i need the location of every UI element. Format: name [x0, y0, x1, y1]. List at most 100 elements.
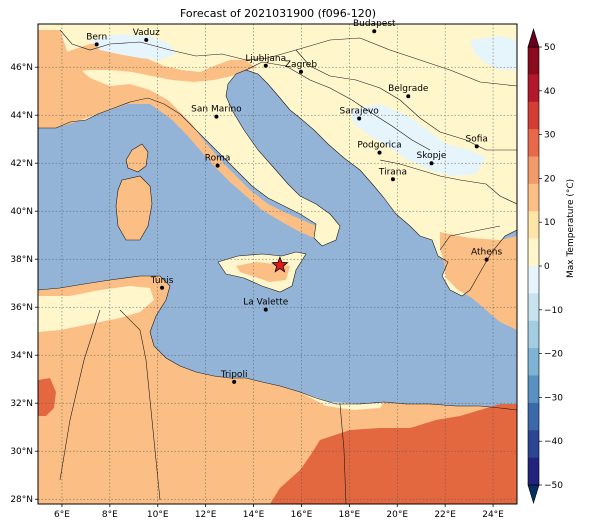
city-label: Tirana: [378, 167, 407, 177]
city-label: Roma: [205, 154, 231, 164]
city-label: Ljubljana: [245, 54, 286, 64]
city-label: Sarajevo: [340, 107, 380, 117]
lon-tick-label: 10°E: [147, 510, 169, 520]
city-dot: [214, 114, 219, 119]
colorbar-band: [528, 402, 539, 431]
lon-tick-label: 18°E: [339, 510, 361, 520]
colorbar-tick-label: 10: [544, 218, 556, 228]
lon-tick-label: 6°E: [54, 510, 70, 520]
city-dot: [390, 177, 395, 182]
city-label: Podgorica: [357, 141, 401, 151]
lon-tick-label: 14°E: [243, 510, 265, 520]
star-marker: [271, 256, 289, 273]
city-label: Sofia: [466, 134, 488, 144]
colorbar-tick-label: 30: [544, 131, 556, 141]
warm-band-balkan: [440, 232, 517, 330]
city-dot: [377, 150, 382, 155]
lon-tick-label: 16°E: [291, 510, 313, 520]
lon-tick-label: 24°E: [482, 510, 504, 520]
city-label: Tripoli: [220, 370, 248, 380]
city-label: Vaduz: [133, 28, 160, 38]
colorbar-band: [528, 129, 539, 157]
lat-tick-label: 28°N: [10, 495, 33, 505]
city-dot: [160, 285, 165, 290]
graticule: [38, 24, 517, 504]
africa-mild-band: [38, 286, 154, 332]
city-dot: [429, 161, 434, 166]
colorbar-band: [528, 47, 539, 75]
lat-tick-label: 34°N: [10, 351, 33, 361]
lat-tick-label: 36°N: [10, 303, 33, 313]
colorbar-tick-label: −50: [544, 481, 563, 491]
sardinia: [116, 176, 152, 240]
city-label: La Valette: [243, 298, 288, 308]
colorbar-band: [528, 101, 539, 130]
city-dot: [484, 257, 489, 262]
city-label: San Marino: [191, 105, 242, 115]
city-dot: [263, 307, 268, 312]
libya-coast-mild: [300, 392, 384, 410]
lat-tick-label: 32°N: [10, 399, 33, 409]
city-label: Skopje: [417, 151, 447, 161]
lat-tick-label: 44°N: [10, 111, 33, 121]
colorbar-band: [528, 375, 539, 404]
colorbar-band: [528, 156, 539, 185]
lat-tick-label: 42°N: [10, 159, 33, 169]
lat-tick-label: 40°N: [10, 207, 33, 217]
cool-patch-balkan: [350, 104, 486, 176]
city-dot: [474, 144, 479, 149]
borders: [38, 29, 517, 504]
colorbar-band: [528, 457, 539, 486]
city-dot: [232, 379, 237, 384]
colorbar-band: [528, 238, 539, 267]
lon-tick-label: 8°E: [102, 510, 118, 520]
city-label: Budapest: [353, 19, 396, 29]
africa-hot-south: [270, 404, 517, 504]
map-frame: [37, 23, 518, 505]
colorbar-top-arrow: [527, 27, 540, 48]
colorbar-tick-label: −20: [544, 350, 563, 360]
city-dot: [357, 116, 362, 121]
city-label: Tunis: [150, 276, 174, 286]
lon-tick-label: 22°E: [434, 510, 456, 520]
lat-tick-label: 38°N: [10, 255, 33, 265]
city-dot: [406, 94, 411, 99]
lon-tick-label: 12°E: [195, 510, 217, 520]
cool-patch-east: [470, 36, 517, 70]
colorbar-label: Max Temperature (°C): [566, 178, 576, 278]
map-title: Forecast of 2021031900 (f096-120): [179, 7, 377, 20]
city-dot: [215, 163, 220, 168]
city-dot: [263, 63, 268, 68]
colorbar: 50 40 30 20 10 0 −10 −20 −30 −40 −50: [527, 27, 563, 505]
colorbar-tick-label: 40: [544, 87, 556, 97]
colorbar-band: [528, 211, 539, 240]
colorbar-band: [528, 348, 539, 376]
axes: 6°E 8°E 10°E 12°E 14°E 16°E 18°E 20°E 22°E 24°E 28…: [10, 63, 504, 520]
warm-band-central: [38, 44, 256, 82]
warm-band-west: [38, 30, 316, 238]
city-dot: [372, 29, 377, 34]
lat-tick-label: 46°N: [10, 63, 33, 73]
colorbar-tick-label: 50: [544, 43, 556, 53]
africa-hot-west: [38, 378, 56, 416]
colorbar-tick-label: −40: [544, 437, 563, 447]
colorbar-band: [528, 183, 539, 212]
colorbar-tick-label: 0: [544, 262, 550, 272]
colorbar-bottom-arrow: [527, 484, 540, 505]
city-label: Zagreb: [285, 60, 317, 70]
marker-layer: [271, 256, 289, 273]
city-dot: [94, 42, 99, 47]
colorbar-band: [528, 266, 539, 294]
colorbar-tick-label: 20: [544, 174, 556, 184]
colorbar-tick-label: −10: [544, 306, 563, 316]
colorbar-band: [528, 293, 539, 322]
city-dot: [298, 69, 303, 74]
lat-tick-label: 30°N: [10, 447, 33, 457]
lon-tick-label: 20°E: [386, 510, 408, 520]
city-label: Bern: [86, 32, 107, 42]
colorbar-band: [528, 320, 539, 349]
cool-patch-alps: [90, 34, 176, 60]
colorbar-band: [528, 74, 539, 103]
